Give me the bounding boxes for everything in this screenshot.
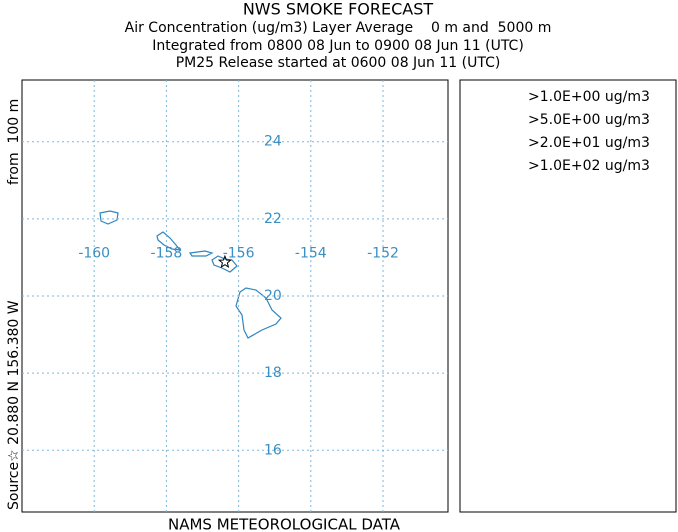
source-star <box>217 254 232 268</box>
lon-label: -154 <box>295 246 327 262</box>
islands <box>99 210 282 339</box>
source-height: from 100 m <box>6 99 22 185</box>
map <box>21 79 449 513</box>
title: NWS SMOKE FORECAST <box>243 0 434 19</box>
legend-entry: >2.0E+01 ug/m3 <box>528 135 650 151</box>
lon-label: -158 <box>151 246 183 262</box>
source-label: Source☆ 20.880 N 156.380 W <box>6 300 22 510</box>
legend-entry: >5.0E+00 ug/m3 <box>528 112 650 128</box>
lon-label: -152 <box>367 246 399 262</box>
subtitle: PM25 Release started at 0600 08 Jun 11 (… <box>176 55 501 71</box>
subtitle: Integrated from 0800 08 Jun to 0900 08 J… <box>152 38 524 54</box>
island <box>99 210 119 225</box>
legend-entry: >1.0E+02 ug/m3 <box>528 158 650 174</box>
legend-entry: >1.0E+00 ug/m3 <box>528 89 650 105</box>
island <box>156 231 182 251</box>
lon-label: -160 <box>78 246 110 262</box>
legend-frame <box>459 79 677 513</box>
subtitle: Air Concentration (ug/m3) Layer Average … <box>125 20 552 36</box>
lat-label: 18 <box>264 365 282 381</box>
lat-label: 24 <box>264 134 282 150</box>
island <box>235 287 282 339</box>
lat-label: 20 <box>264 288 282 304</box>
lat-label: 22 <box>264 211 282 227</box>
lon-label: -156 <box>223 246 255 262</box>
island <box>211 255 238 273</box>
island <box>188 250 214 257</box>
map-frame <box>21 79 449 513</box>
footer: NAMS METEOROLOGICAL DATA <box>168 516 401 532</box>
lat-label: 16 <box>264 442 282 458</box>
